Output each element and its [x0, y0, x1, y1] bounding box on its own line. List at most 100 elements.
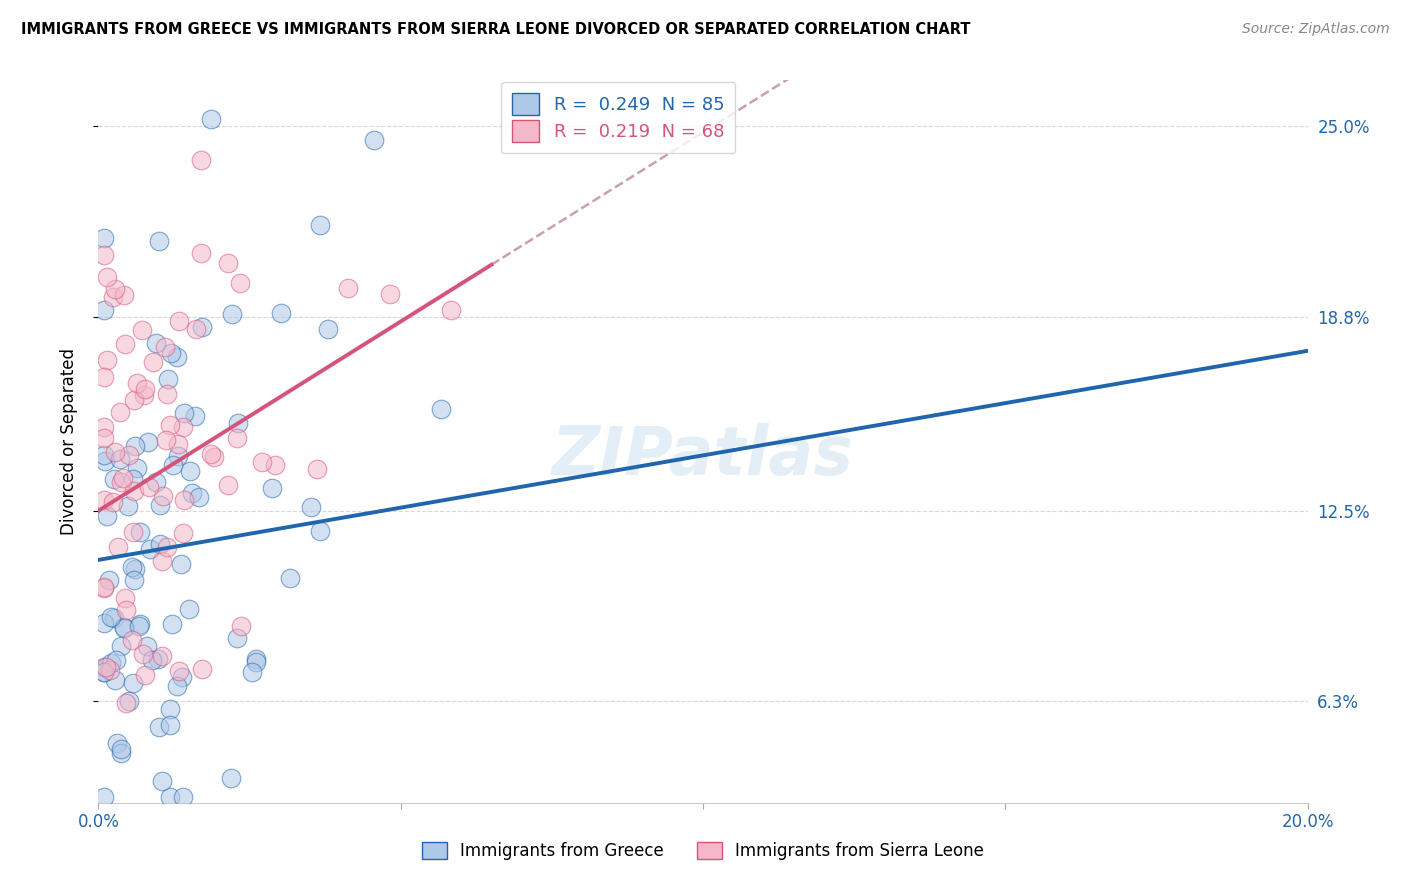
- Point: [110, 639, 132, 653]
- Point: [152, 489, 174, 503]
- Point: [107, 540, 129, 554]
- Point: [145, 475, 167, 489]
- Point: [110, 747, 132, 761]
- Point: [148, 235, 170, 249]
- Point: [93, 448, 115, 462]
- Point: [121, 632, 143, 647]
- Point: [202, 450, 225, 465]
- Point: [159, 417, 181, 432]
- Point: [105, 653, 128, 667]
- Point: [270, 306, 292, 320]
- Point: [149, 499, 172, 513]
- Point: [225, 631, 247, 645]
- Point: [219, 771, 242, 785]
- Point: [93, 303, 115, 318]
- Point: [166, 350, 188, 364]
- Point: [93, 580, 115, 594]
- Point: [155, 339, 177, 353]
- Point: [166, 679, 188, 693]
- Point: [93, 616, 115, 631]
- Point: [166, 449, 188, 463]
- Point: [104, 282, 127, 296]
- Point: [122, 472, 145, 486]
- Point: [156, 387, 179, 401]
- Point: [98, 573, 121, 587]
- Point: [221, 307, 243, 321]
- Point: [217, 478, 239, 492]
- Point: [155, 433, 177, 447]
- Point: [114, 591, 136, 606]
- Point: [124, 438, 146, 452]
- Point: [336, 280, 359, 294]
- Point: [134, 388, 156, 402]
- Point: [229, 277, 252, 291]
- Point: [179, 602, 201, 616]
- Point: [148, 720, 170, 734]
- Point: [96, 353, 118, 368]
- Point: [142, 355, 165, 369]
- Point: [122, 484, 145, 499]
- Point: [110, 741, 132, 756]
- Point: [173, 406, 195, 420]
- Point: [127, 460, 149, 475]
- Point: [169, 314, 191, 328]
- Point: [240, 665, 263, 679]
- Point: [110, 475, 132, 490]
- Point: [93, 581, 115, 595]
- Point: [159, 717, 181, 731]
- Point: [190, 153, 212, 167]
- Point: [103, 473, 125, 487]
- Point: [308, 218, 330, 232]
- Point: [138, 480, 160, 494]
- Point: [156, 540, 179, 554]
- Point: [145, 336, 167, 351]
- Point: [278, 571, 301, 585]
- Point: [131, 323, 153, 337]
- Point: [96, 270, 118, 285]
- Point: [93, 370, 115, 384]
- Point: [134, 668, 156, 682]
- Point: [132, 647, 155, 661]
- Point: [122, 574, 145, 588]
- Point: [305, 462, 328, 476]
- Point: [104, 445, 127, 459]
- Point: [157, 372, 180, 386]
- Point: [217, 256, 239, 270]
- Point: [150, 774, 173, 789]
- Point: [162, 617, 184, 632]
- Point: [121, 675, 143, 690]
- Point: [172, 420, 194, 434]
- Point: [125, 376, 148, 391]
- Point: [190, 319, 212, 334]
- Point: [160, 345, 183, 359]
- Point: [93, 420, 115, 434]
- Point: [94, 659, 117, 673]
- Point: [93, 789, 115, 804]
- Point: [152, 554, 174, 568]
- Text: ZIPatlas: ZIPatlas: [553, 423, 853, 489]
- Point: [250, 455, 273, 469]
- Point: [190, 245, 212, 260]
- Point: [184, 322, 207, 336]
- Point: [363, 133, 385, 147]
- Point: [104, 673, 127, 688]
- Text: IMMIGRANTS FROM GREECE VS IMMIGRANTS FROM SIERRA LEONE DIVORCED OR SEPARATED COR: IMMIGRANTS FROM GREECE VS IMMIGRANTS FRO…: [21, 22, 970, 37]
- Point: [114, 696, 136, 710]
- Point: [159, 702, 181, 716]
- Point: [173, 492, 195, 507]
- Point: [245, 655, 267, 669]
- Point: [181, 486, 204, 500]
- Point: [118, 694, 141, 708]
- Point: [172, 789, 194, 804]
- Point: [146, 652, 169, 666]
- Point: [301, 500, 323, 514]
- Point: [98, 663, 121, 677]
- Point: [108, 451, 131, 466]
- Point: [100, 656, 122, 670]
- Point: [226, 416, 249, 430]
- Point: [121, 559, 143, 574]
- Point: [103, 290, 125, 304]
- Point: [430, 401, 453, 416]
- Point: [188, 490, 211, 504]
- Point: [139, 541, 162, 556]
